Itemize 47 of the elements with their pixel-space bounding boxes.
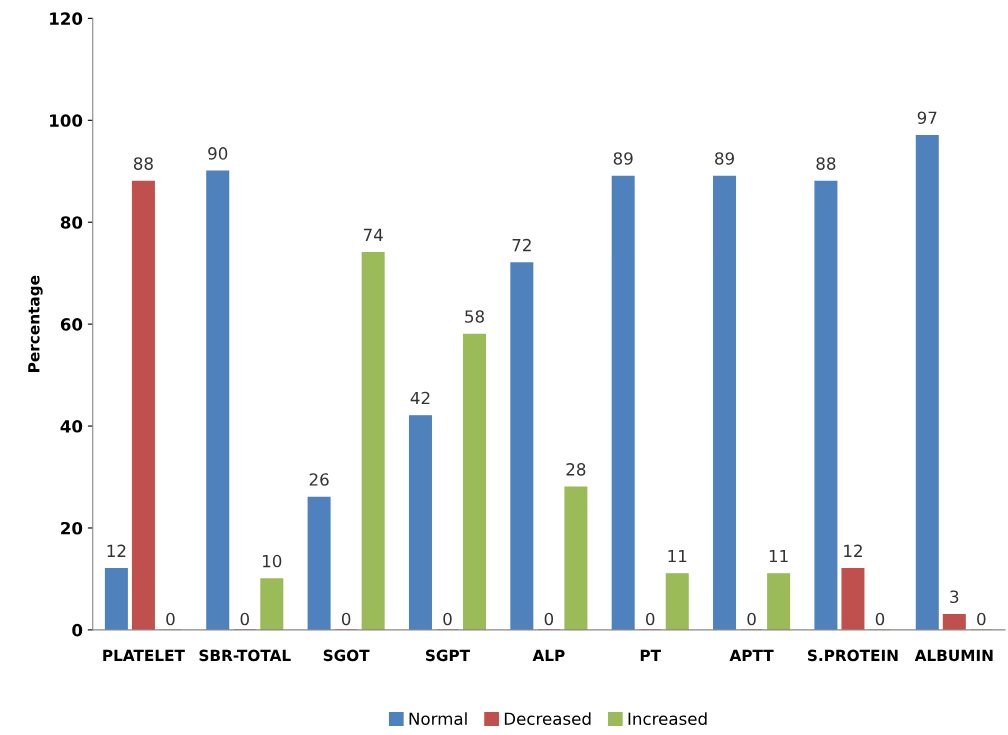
x-tick-label: S.PROTEIN [807, 649, 898, 662]
x-tick-label: SGPT [426, 649, 470, 662]
data-label: 90 [208, 147, 228, 160]
data-label: 0 [240, 612, 249, 626]
data-label: 0 [747, 612, 756, 626]
y-tick-label: 0 [72, 623, 83, 637]
data-label: 88 [816, 157, 836, 170]
x-tick-label: APTT [729, 649, 774, 661]
data-label: 26 [309, 473, 329, 486]
data-label: 10 [263, 554, 282, 568]
data-label: 58 [465, 310, 484, 323]
data-label: 11 [668, 549, 687, 563]
data-label: 0 [977, 612, 986, 626]
data-label: 88 [133, 157, 153, 170]
data-label: 89 [613, 152, 633, 165]
data-label: 72 [512, 238, 531, 252]
data-label: 0 [341, 612, 351, 626]
x-tick-label: ALBUMIN [914, 649, 993, 662]
legend-label: Increased [628, 712, 707, 726]
legend-label: Normal [409, 712, 467, 726]
y-axis-title: Percentage [28, 275, 43, 372]
data-label: 12 [844, 544, 862, 557]
y-tick-label: 40 [60, 420, 83, 433]
y-tick-label: 100 [50, 114, 83, 127]
data-label: 3 [950, 590, 959, 604]
data-label: 11 [769, 549, 788, 563]
y-tick-label: 80 [60, 216, 83, 229]
data-label: 28 [566, 463, 586, 476]
legend-label: Decreased [504, 712, 591, 726]
y-tick-label: 60 [60, 318, 83, 331]
data-label: 12 [107, 544, 126, 557]
x-tick-label: PLATELET [103, 649, 185, 661]
y-tick-label: 20 [61, 521, 83, 535]
y-tick-label: 120 [50, 12, 83, 25]
x-tick-label: PT [640, 649, 661, 661]
x-tick-label: SGOT [323, 649, 370, 662]
data-label: 0 [544, 612, 554, 626]
data-label: 0 [875, 612, 885, 626]
data-label: 0 [646, 612, 655, 626]
data-label: 0 [166, 612, 175, 626]
data-label: 97 [917, 111, 937, 125]
data-label: 89 [715, 152, 734, 165]
data-label: 42 [410, 391, 430, 405]
x-tick-label: ALP [532, 649, 565, 661]
data-label: 0 [443, 612, 452, 626]
data-label: 74 [363, 228, 383, 241]
x-tick-label: SBR-TOTAL [199, 649, 291, 662]
